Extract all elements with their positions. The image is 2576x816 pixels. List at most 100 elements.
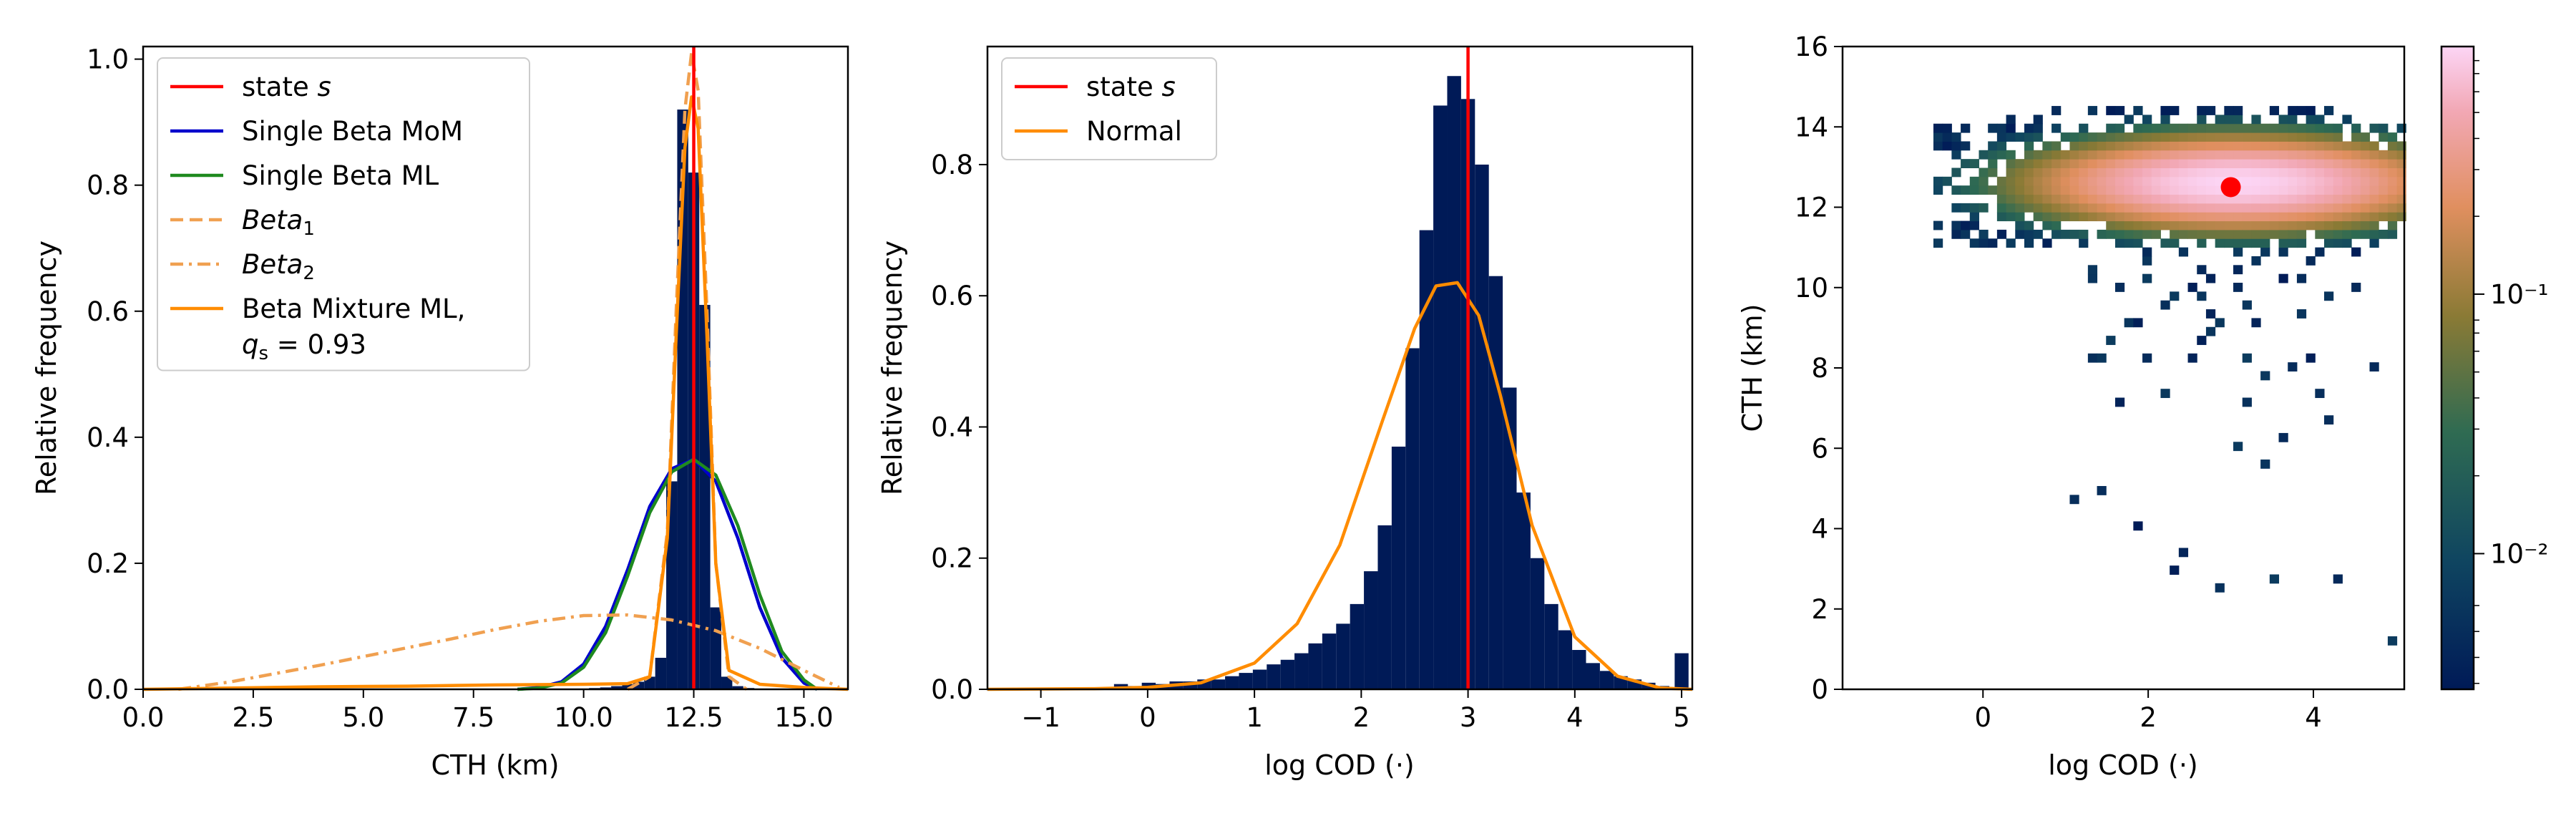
heatmap-cell xyxy=(2369,123,2379,133)
heatmap-cell xyxy=(2124,132,2134,142)
heatmap-cell xyxy=(2124,318,2134,328)
heatmap-cell xyxy=(2170,159,2180,168)
heatmap-cell xyxy=(2170,132,2180,142)
heatmap-cell xyxy=(2351,141,2361,151)
histogram-bar xyxy=(1183,681,1198,689)
heatmap-cell xyxy=(2197,159,2207,168)
heatmap-cell xyxy=(2151,203,2161,213)
heatmap-cell xyxy=(2114,123,2125,133)
heatmap-cell xyxy=(2278,141,2288,151)
heatmap-cell xyxy=(2151,123,2161,133)
heatmap-cell xyxy=(2387,159,2398,168)
x-tick-label: 0.0 xyxy=(122,702,165,733)
x-tick-label: 10.0 xyxy=(554,702,613,733)
heatmap-cell xyxy=(2215,150,2225,160)
heatmap-cell xyxy=(2170,212,2180,222)
heatmap-cell xyxy=(2160,132,2170,142)
heatmap-cell xyxy=(2288,212,2298,222)
heatmap-cell xyxy=(2360,212,2371,222)
heatmap-cell xyxy=(2087,212,2098,222)
heatmap-cell xyxy=(2178,167,2189,178)
heatmap-cell xyxy=(2387,132,2398,142)
heatmap-cell xyxy=(1988,123,1998,133)
heatmap-cell xyxy=(2170,291,2180,301)
heatmap-cell xyxy=(2233,150,2243,160)
heatmap-cell xyxy=(2387,194,2398,204)
heatmap-cell xyxy=(2360,194,2371,204)
heatmap-cell xyxy=(2114,397,2125,407)
heatmap-cell xyxy=(2315,247,2325,257)
heatmap-cell xyxy=(1979,185,1989,195)
heatmap-cell xyxy=(2006,150,2016,160)
heatmap-cell xyxy=(2342,212,2352,222)
heatmap-cell xyxy=(2224,238,2234,248)
heatmap-cell xyxy=(2260,194,2270,204)
heatmap-cell xyxy=(1951,220,1961,230)
heatmap-cell xyxy=(2024,220,2034,230)
heatmap-cell xyxy=(2242,353,2252,363)
legend-label: Single Beta MoM xyxy=(242,116,463,147)
heatmap-cell xyxy=(2160,300,2170,310)
heatmap-cell xyxy=(2296,220,2307,230)
heatmap-cell xyxy=(2215,123,2225,133)
heatmap-cell xyxy=(2333,238,2343,248)
heatmap-cell xyxy=(1969,220,1979,230)
heatmap-cell xyxy=(2160,212,2170,222)
heatmap-cell xyxy=(2006,203,2016,213)
heatmap-cell xyxy=(2288,220,2298,230)
heatmap-cell xyxy=(2069,150,2079,160)
heatmap-cell xyxy=(2351,185,2361,195)
heatmap-cell xyxy=(2296,132,2307,142)
heatmap-cell xyxy=(2160,159,2170,168)
heatmap-cell xyxy=(2288,167,2298,178)
heatmap-cell xyxy=(2342,141,2352,151)
heatmap-cell xyxy=(2051,141,2062,151)
heatmap-cell xyxy=(2333,159,2343,168)
heatmap-cell xyxy=(2306,212,2316,222)
heatmap-cell xyxy=(2306,176,2316,186)
y-tick-label: 12 xyxy=(1795,193,1828,223)
heatmap-cell xyxy=(2170,141,2180,151)
heatmap-cell xyxy=(2251,185,2261,195)
heatmap-cell xyxy=(2069,159,2079,168)
histogram-bar xyxy=(1447,76,1461,690)
heatmap-cell xyxy=(2342,203,2352,213)
heatmap-cell xyxy=(2170,565,2180,575)
heatmap-cell xyxy=(2033,212,2043,222)
heatmap-cell xyxy=(2369,238,2379,248)
y-tick-label: 4 xyxy=(1811,514,1828,545)
heatmap-cell xyxy=(1996,194,2007,204)
heatmap-cell xyxy=(2242,238,2252,248)
heatmap-cell xyxy=(2233,132,2243,142)
heatmap-cell xyxy=(2079,150,2089,160)
heatmap-cell xyxy=(2197,238,2207,248)
heatmap-cell xyxy=(2387,185,2398,195)
heatmap-cell xyxy=(2187,167,2197,178)
histogram-bar xyxy=(1267,664,1281,689)
heatmap-cell xyxy=(2269,574,2280,584)
heatmap-cell xyxy=(1979,150,1989,160)
heatmap-cell xyxy=(2278,432,2288,442)
heatmap-cell xyxy=(2324,106,2334,115)
histogram-bar xyxy=(1674,653,1689,689)
y-axis-label: Relative frequency xyxy=(877,241,908,495)
heatmap-cell xyxy=(2114,167,2125,178)
heatmap-cell xyxy=(2097,167,2107,178)
heatmap-cell xyxy=(2260,185,2270,195)
heatmap-cell xyxy=(2187,203,2197,213)
heatmap-cell xyxy=(1961,185,1971,195)
heatmap-cell xyxy=(2079,159,2089,168)
y-tick-label: 0.0 xyxy=(931,674,973,705)
heatmap-cell xyxy=(1951,185,1961,195)
heatmap-cell xyxy=(1996,185,2007,195)
heatmap-cell xyxy=(2333,132,2343,142)
y-tick-label: 10 xyxy=(1795,273,1828,303)
heatmap-cell xyxy=(2060,194,2070,204)
heatmap-cell xyxy=(2251,167,2261,178)
heatmap-cell xyxy=(2233,283,2243,292)
heatmap-cell xyxy=(2215,203,2225,213)
heatmap-cell xyxy=(2360,141,2371,151)
heatmap-cell xyxy=(1969,203,1979,213)
heatmap-cell xyxy=(2260,247,2270,257)
heatmap-cell xyxy=(2351,194,2361,204)
